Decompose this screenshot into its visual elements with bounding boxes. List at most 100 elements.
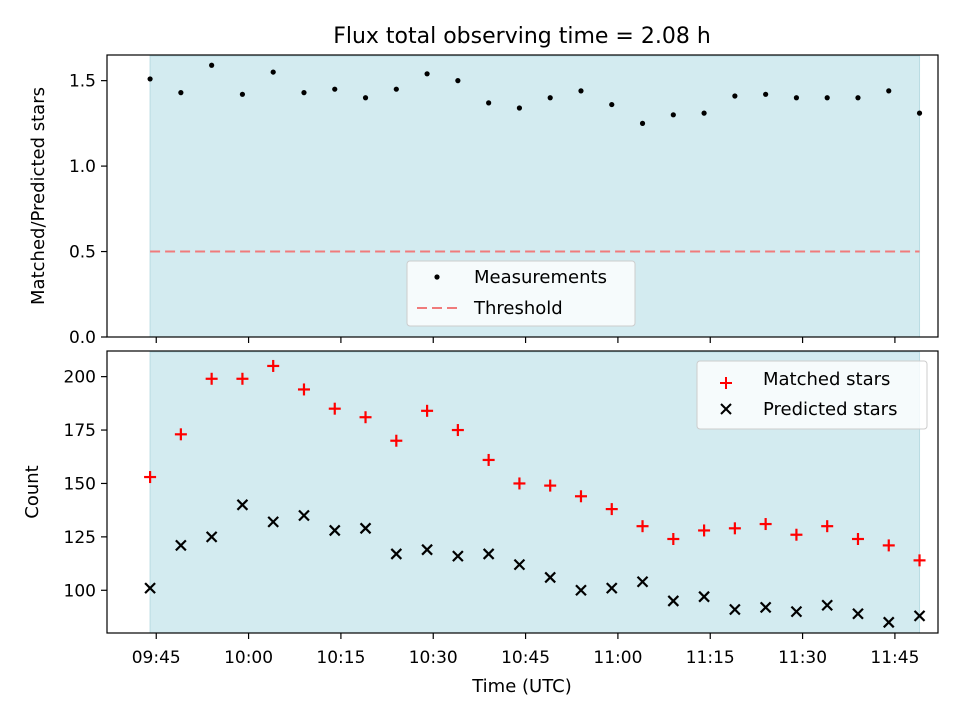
- predicted-stars-point: [298, 509, 310, 522]
- y-tick-label: 125: [64, 528, 96, 548]
- measurements-series: [147, 62, 923, 126]
- y-tick-label: 0.0: [69, 328, 96, 348]
- measurement-point: [209, 62, 215, 68]
- ratio-panel: 0.0 0.5 1.0 1.5 Matched/Predicted stars Mea…: [28, 54, 939, 348]
- measurement-point: [178, 90, 184, 96]
- measurement-point: [763, 91, 769, 97]
- measurement-point: [147, 76, 153, 82]
- predicted-stars-point: [144, 582, 156, 594]
- matched-stars-point: [390, 434, 403, 447]
- predicted-stars-point: [359, 522, 372, 535]
- measurement-point: [424, 71, 430, 77]
- matched-stars-point: [328, 402, 341, 415]
- predicted-stars-point: [882, 616, 895, 629]
- matched-stars-point: [421, 404, 434, 417]
- matched-stars-point: [174, 428, 187, 441]
- predicted-stars-point: [852, 607, 864, 620]
- predicted-stars-point: [605, 582, 618, 594]
- predicted-stars-point: [729, 603, 741, 616]
- matched-stars-point: [297, 383, 310, 396]
- predicted-stars-point: [175, 539, 187, 552]
- legend-predicted-label: Predicted stars: [763, 399, 897, 420]
- x-tick-label: 10:30: [409, 648, 458, 668]
- predicted-stars-point: [821, 599, 833, 612]
- matched-stars-point: [790, 528, 803, 541]
- predicted-stars-point: [267, 516, 279, 528]
- measurement-point: [270, 69, 276, 75]
- measurement-point: [793, 95, 800, 101]
- measurement-point: [362, 95, 369, 101]
- matched-stars-point: [144, 471, 157, 484]
- matched-stars-point: [267, 359, 280, 372]
- predicted-stars-point: [205, 531, 218, 543]
- matched-stars-point: [605, 503, 618, 516]
- y-tick-label: 100: [64, 581, 96, 601]
- matched-stars-point: [728, 522, 741, 535]
- predicted-stars-point: [913, 610, 926, 622]
- legend-measurements-label: Measurements: [474, 267, 607, 288]
- matched-stars-point: [851, 533, 864, 545]
- predicted-stars-point: [575, 584, 587, 597]
- x-tick-label: 10:00: [224, 648, 273, 668]
- matched-stars-point: [821, 520, 834, 533]
- measurement-point: [855, 95, 861, 101]
- count-legend-box: [696, 360, 928, 430]
- predicted-stars-point: [636, 575, 649, 588]
- predicted-stars-point: [328, 524, 341, 537]
- measurement-point: [516, 105, 523, 111]
- x-tick-label: 11:45: [870, 648, 919, 668]
- measurement-point: [824, 95, 830, 101]
- chart-title: Flux total observing time = 2.08 h: [333, 24, 711, 49]
- count-y-axis: 100 125 150 175 200: [64, 368, 107, 601]
- measurement-point: [486, 100, 492, 106]
- measurement-point: [670, 112, 676, 118]
- measurement-point: [332, 86, 338, 92]
- ratio-legend: Measurements Threshold: [406, 260, 636, 327]
- x-tick-label: 11:15: [686, 648, 735, 668]
- ratio-plot-frame: [106, 54, 939, 338]
- x-tick-label: 10:45: [501, 648, 550, 668]
- ratio-x-ticks: [155, 337, 896, 343]
- measurement-point: [701, 110, 707, 116]
- predicted-stars-point: [236, 499, 249, 511]
- legend-matched-label: Matched stars: [763, 369, 890, 390]
- matched-stars-point: [482, 453, 495, 466]
- predicted-stars-point: [452, 550, 464, 562]
- count-x-axis: 09:45 10:00 10:15 10:30 10:45 11:00 11:15 11:30…: [132, 633, 919, 668]
- count-y-axis-label: Count: [22, 465, 43, 518]
- measurement-point: [239, 91, 246, 97]
- predicted-stars-series: [144, 499, 926, 629]
- ratio-legend-box: [406, 260, 636, 327]
- predicted-stars-point: [667, 595, 680, 607]
- measurement-point: [547, 95, 553, 101]
- x-tick-label: 11:30: [778, 648, 827, 668]
- legend-matched-marker: [720, 377, 732, 389]
- predicted-stars-point: [482, 548, 495, 560]
- x-tick-label: 10:15: [316, 648, 365, 668]
- predicted-stars-point: [390, 548, 403, 560]
- legend-threshold-label: Threshold: [473, 298, 563, 319]
- y-tick-label: 175: [64, 421, 96, 441]
- predicted-stars-point: [513, 558, 526, 571]
- y-tick-label: 1.0: [69, 157, 96, 177]
- predicted-stars-point: [759, 601, 772, 614]
- matched-stars-point: [698, 524, 711, 537]
- ratio-y-axis-label: Matched/Predicted stars: [28, 87, 49, 305]
- matched-stars-point: [359, 411, 372, 424]
- matched-stars-point: [544, 479, 557, 492]
- measurement-point: [578, 88, 584, 94]
- matched-stars-point: [882, 539, 895, 552]
- matched-stars-point: [913, 554, 926, 567]
- predicted-stars-point: [421, 543, 433, 556]
- count-legend: Matched stars Predicted stars: [696, 360, 928, 430]
- y-tick-label: 150: [64, 474, 96, 494]
- matched-stars-point: [636, 520, 649, 533]
- ratio-y-axis: 0.0 0.5 1.0 1.5: [69, 72, 107, 348]
- predicted-stars-point: [698, 590, 710, 603]
- matched-stars-point: [574, 490, 587, 503]
- matched-stars-point: [451, 424, 464, 437]
- x-axis-label: Time (UTC): [471, 676, 572, 697]
- y-tick-label: 1.5: [69, 72, 96, 92]
- measurement-point: [455, 78, 461, 84]
